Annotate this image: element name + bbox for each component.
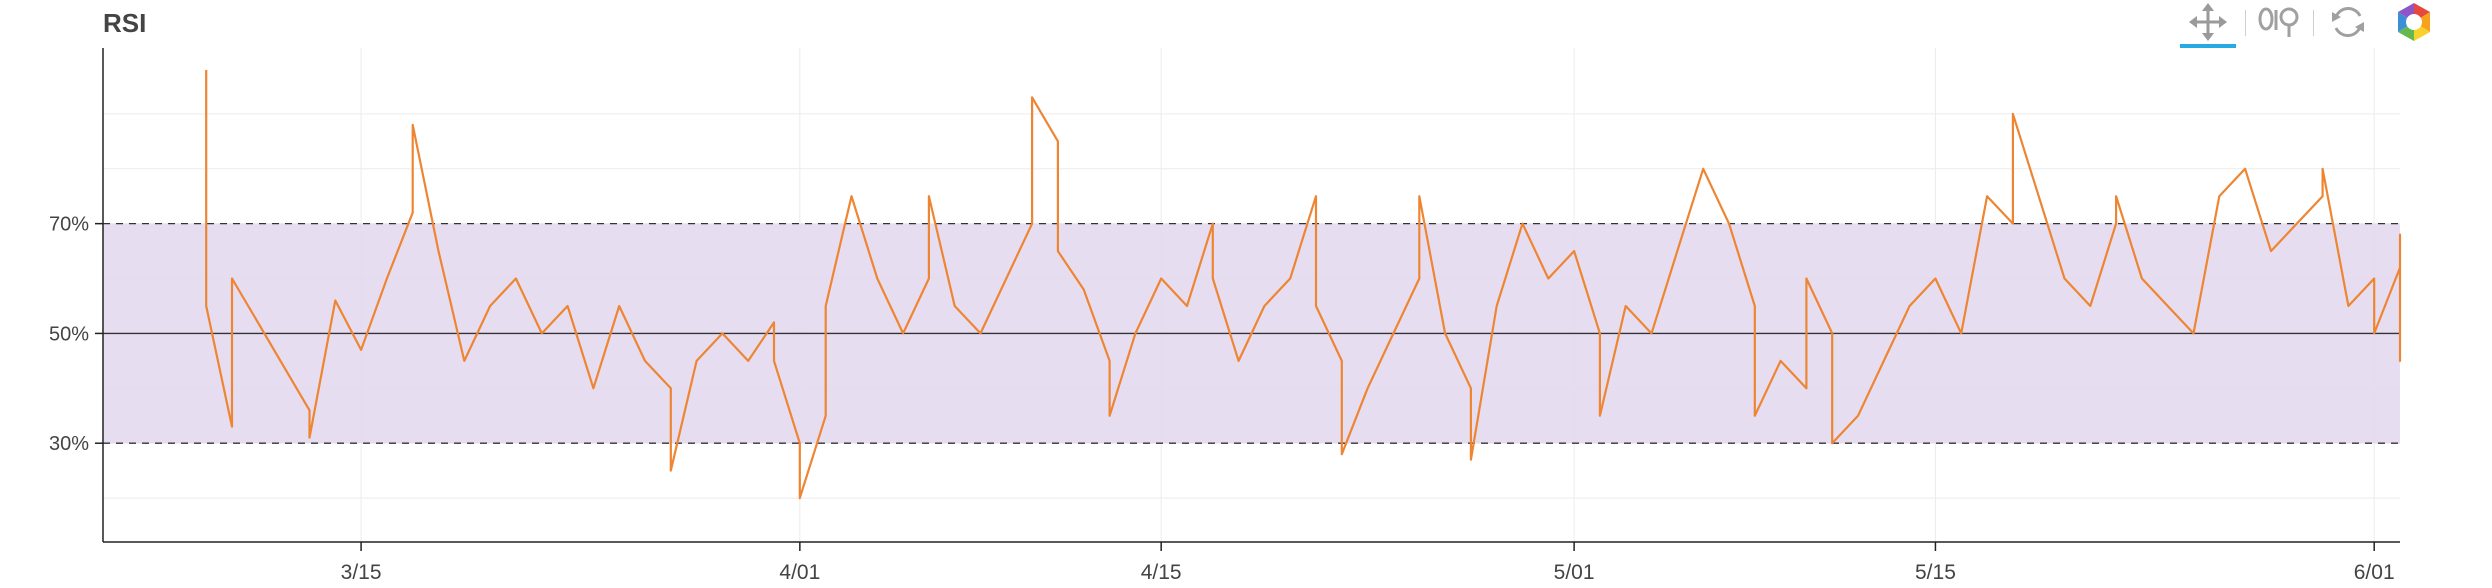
pan-arrows-icon [2189,3,2227,41]
x-tick-label: 3/15 [341,561,382,584]
wheel-zoom-icon [2258,7,2299,37]
panel-title: RSI [103,8,147,38]
reset-tool-button[interactable] [2320,0,2376,44]
x-tick-label: 4/15 [1141,561,1182,584]
x-tick-label: 5/15 [1915,561,1956,584]
bokeh-logo[interactable] [2386,0,2442,44]
pan-tool-button[interactable] [2180,0,2236,48]
reset-icon [2332,6,2364,38]
rsi-series-line [205,70,2402,500]
x-tick-label: 5/01 [1554,561,1595,584]
chart-toolbar [2170,0,2490,52]
y-tick-label: 70% [49,214,89,236]
x-tick-label: 6/01 [2354,561,2395,584]
wheel-zoom-tool-button[interactable] [2252,0,2308,44]
chart-axes [102,48,2400,543]
bokeh-logo-icon [2398,3,2430,41]
x-tick-label: 4/01 [779,561,820,584]
tick-labels: 30% 50% 70% 3/15 4/01 4/15 5/01 5/15 6/01 [49,214,2395,584]
y-tick-label: 50% [49,323,89,345]
y-tick-label: 30% [49,433,89,455]
